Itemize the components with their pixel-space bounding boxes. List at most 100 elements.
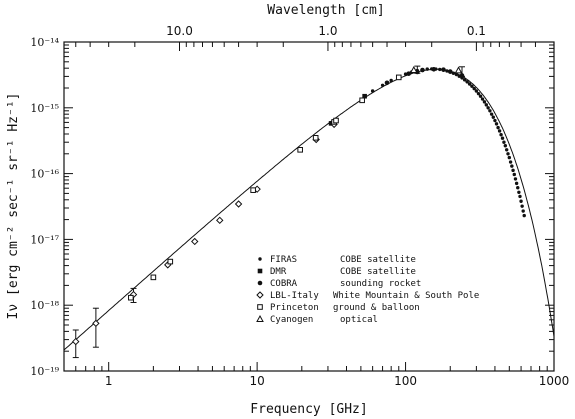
x-tick-label: 1000 xyxy=(539,374,570,388)
firas-point xyxy=(474,89,479,93)
top-axis-title: Wavelength [cm] xyxy=(267,3,384,18)
firas-point xyxy=(522,213,526,218)
cyanogen-point xyxy=(454,66,463,74)
princeton-point xyxy=(395,74,402,81)
legend-marker-cobra xyxy=(257,280,263,286)
legend-name-firas: FIRAS xyxy=(270,255,297,265)
y-tick-label: 10⁻¹⁸ xyxy=(30,299,59,312)
error-bars xyxy=(72,65,465,359)
firas-point xyxy=(507,155,512,160)
legend-marker-cyanogen xyxy=(256,314,264,322)
lbl-italy-point xyxy=(234,200,243,208)
firas-point xyxy=(478,94,483,98)
firas-point xyxy=(486,106,490,110)
firas-point xyxy=(480,97,485,101)
data-markers xyxy=(72,65,526,346)
dmr-point xyxy=(362,93,367,99)
princeton-point xyxy=(297,146,303,153)
firas-point xyxy=(470,84,474,88)
firas-point xyxy=(496,125,500,130)
top-tick-label: 10.0 xyxy=(166,24,193,38)
firas-point xyxy=(520,204,524,208)
firas-point xyxy=(488,109,492,113)
x-tick-label: 100 xyxy=(394,374,417,388)
firas-point xyxy=(438,67,442,72)
firas-point xyxy=(493,118,497,123)
axis-tick-labels: 1 10 100 1000 10⁻¹⁹ 10⁻¹⁸ 10⁻¹⁷ 10⁻¹⁶ 10⁻¹⁵ 10⁻¹⁴… xyxy=(30,24,569,388)
legend-marker-lbl-italy xyxy=(256,291,264,299)
legend-name-cyanogen: Cyanogen xyxy=(270,315,313,325)
cobra-point xyxy=(384,80,390,86)
legend-name-princeton: Princeton xyxy=(270,303,319,313)
princeton-point xyxy=(150,274,157,281)
x-tick-label: 10 xyxy=(249,374,264,388)
firas-point xyxy=(511,168,515,173)
legend-marker-firas xyxy=(258,257,262,261)
firas-point xyxy=(497,129,502,133)
firas-point xyxy=(503,144,508,148)
firas-point xyxy=(518,194,522,199)
firas-point xyxy=(465,80,469,84)
lbl-italy-point xyxy=(92,319,100,328)
firas-point xyxy=(389,78,393,83)
y-tick-label: 10⁻¹⁴ xyxy=(30,36,59,49)
firas-point xyxy=(513,177,518,181)
firas-point xyxy=(512,172,516,177)
legend-name-dmr: DMR xyxy=(270,267,287,277)
firas-point xyxy=(500,136,505,140)
firas-point xyxy=(467,82,472,86)
legend-marker-princeton xyxy=(257,304,263,310)
firas-point xyxy=(425,67,429,71)
firas-point xyxy=(462,78,467,82)
firas-point xyxy=(484,103,489,107)
princeton-point xyxy=(250,187,256,193)
firas-point xyxy=(489,112,494,116)
dmr-point xyxy=(328,121,334,126)
princeton-point xyxy=(167,258,174,265)
firas-point xyxy=(491,115,495,119)
legend-source-lbl-italy: White Mountain & South Pole xyxy=(333,291,479,301)
y-axis-title: Iν [erg cm⁻² sec⁻¹ sr⁻¹ Hz⁻¹] xyxy=(6,93,21,320)
y-tick-label: 10⁻¹⁶ xyxy=(30,168,59,181)
firas-point xyxy=(445,69,449,73)
firas-point xyxy=(472,86,476,91)
firas-point xyxy=(506,152,510,156)
x-tick-label: 1 xyxy=(105,374,113,388)
lbl-italy-point xyxy=(191,237,199,246)
cobra-point xyxy=(447,69,453,74)
x-axis-title: Frequency [GHz] xyxy=(250,402,367,417)
firas-point xyxy=(454,72,459,77)
legend-source-firas: COBE satellite xyxy=(340,255,416,265)
firas-point xyxy=(521,209,525,213)
blackbody-curve xyxy=(63,68,555,351)
princeton-point xyxy=(333,117,339,124)
firas-point xyxy=(508,160,513,164)
top-tick-label: 0.1 xyxy=(467,24,486,38)
legend: FIRAS COBE satellite DMR COBE satellite COBR… xyxy=(256,255,479,325)
firas-point xyxy=(403,72,408,76)
firas-point xyxy=(502,140,506,144)
firas-point xyxy=(494,122,499,126)
legend-source-princeton: ground & balloon xyxy=(333,303,420,313)
firas-point xyxy=(370,89,375,93)
y-tick-label: 10⁻¹⁹ xyxy=(30,365,59,378)
firas-point xyxy=(451,71,456,75)
legend-source-dmr: COBE satellite xyxy=(340,267,416,277)
princeton-point xyxy=(312,135,319,141)
princeton-point xyxy=(128,294,134,301)
top-tick-label: 1.0 xyxy=(318,24,337,38)
lbl-italy-point xyxy=(216,216,224,225)
cobra-point xyxy=(459,73,465,78)
cobra-point xyxy=(406,71,412,76)
y-tick-label: 10⁻¹⁷ xyxy=(30,233,59,246)
legend-source-cyanogen: optical xyxy=(340,315,378,325)
legend-source-cobra: sounding rocket xyxy=(340,279,421,289)
y-tick-label: 10⁻¹⁵ xyxy=(30,102,59,115)
cobra-point xyxy=(441,67,446,72)
legend-marker-dmr xyxy=(257,268,263,274)
firas-point xyxy=(380,83,385,87)
princeton-point xyxy=(359,97,365,104)
firas-point xyxy=(519,199,523,203)
axis-ticks xyxy=(63,41,555,372)
